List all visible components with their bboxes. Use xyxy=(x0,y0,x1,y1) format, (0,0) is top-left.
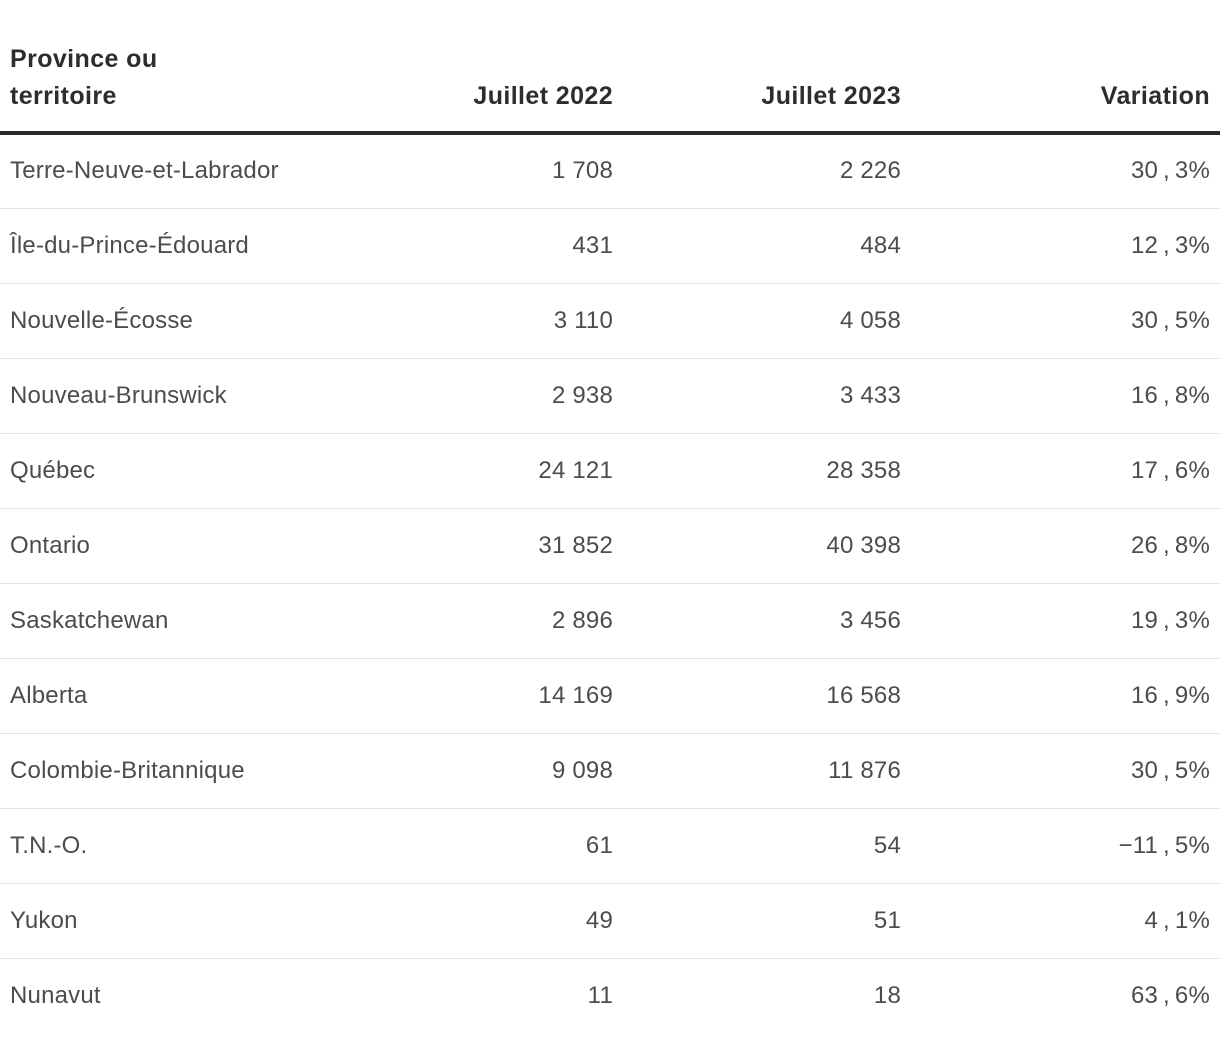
column-header-variation-label: Variation xyxy=(1100,82,1210,110)
cell-variation: 19 , 3% xyxy=(901,582,1220,658)
cell-juillet-2023: 28 358 xyxy=(613,432,901,508)
cell-variation: 26 , 8% xyxy=(901,507,1220,583)
header-row: Province ou territoire Juillet 2022 Juil… xyxy=(0,0,1220,135)
cell-juillet-2023: 2 226 xyxy=(839,157,901,185)
cell-province: Nunavut xyxy=(0,957,350,1033)
column-header-variation: Variation xyxy=(901,0,1220,135)
table-row: Nunavut 11 18 63 , 6% xyxy=(0,957,1220,1033)
cell-province: Yukon xyxy=(0,882,350,958)
cell-juillet-2022: 2 896 xyxy=(350,582,613,658)
cell-province: T.N.-O. xyxy=(0,807,350,883)
cell-juillet-2022: 24 121 xyxy=(350,432,613,508)
cell-juillet-2023: 51 xyxy=(613,882,901,958)
cell-province: Saskatchewan xyxy=(0,582,350,658)
cell-variation: −11 , 5% xyxy=(901,807,1220,883)
table-row: Ontario 31 852 40 398 26 , 8% xyxy=(0,507,1220,583)
table-row: Alberta 14 169 16 568 16 , 9% xyxy=(0,657,1220,733)
cell-juillet-2022: 9 098 xyxy=(350,732,613,808)
cell-juillet-2022: 11 xyxy=(350,957,613,1033)
cell-variation: 16 , 8% xyxy=(901,357,1220,433)
cell-juillet-2022: 2 938 xyxy=(350,357,613,433)
cell-variation: 30 , 5% xyxy=(901,282,1220,358)
cell-juillet-2023: 4 058 xyxy=(613,282,901,358)
cell-variation: 63 , 6% xyxy=(901,957,1220,1033)
cell-juillet-2023: 18 xyxy=(613,957,901,1033)
table-row: Colombie-Britannique 9 098 11 876 30 , 5… xyxy=(0,732,1220,808)
column-header-province: Province ou territoire xyxy=(0,0,350,135)
cell-juillet-2022: 31 852 xyxy=(350,507,613,583)
cell-juillet-2023: 40 398 xyxy=(613,507,901,583)
cell-province: Alberta xyxy=(0,657,350,733)
column-header-juillet-2022-label: Juillet 2022 xyxy=(473,82,613,110)
cell-variation: 4 , 1% xyxy=(901,882,1220,958)
cell-juillet-2023: 484 xyxy=(613,207,901,283)
cell-juillet-2023: 3 456 xyxy=(613,582,901,658)
cell-variation: 16 , 9% xyxy=(901,657,1220,733)
cell-juillet-2022: 1 708 xyxy=(551,157,613,185)
cell-juillet-2023: 16 568 xyxy=(613,657,901,733)
table-row: Québec 24 121 28 358 17 , 6% xyxy=(0,432,1220,508)
cell-province: Terre-Neuve-et-Labrador xyxy=(10,157,279,185)
cell-variation: 17 , 6% xyxy=(901,432,1220,508)
table-row: T.N.-O. 61 54 −11 , 5% xyxy=(0,807,1220,883)
cell-juillet-2022: 61 xyxy=(350,807,613,883)
column-header-juillet-2022: Juillet 2022 xyxy=(350,0,613,135)
cell-province: Île-du-Prince-Édouard xyxy=(0,207,350,283)
table-header: Province ou territoire Juillet 2022 Juil… xyxy=(0,0,1220,135)
cell-juillet-2022: 14 169 xyxy=(350,657,613,733)
cell-juillet-2023: 54 xyxy=(613,807,901,883)
cell-variation: 12 , 3% xyxy=(901,207,1220,283)
cell-juillet-2023: 3 433 xyxy=(613,357,901,433)
table-row: Nouvelle-Écosse 3 110 4 058 30 , 5% xyxy=(0,282,1220,358)
table-row: Terre-Neuve-et-Labrador 1 708 2 226 30 ,… xyxy=(0,133,1220,208)
cell-juillet-2022: 49 xyxy=(350,882,613,958)
column-header-juillet-2023: Juillet 2023 xyxy=(613,0,901,135)
cell-province: Colombie-Britannique xyxy=(0,732,350,808)
cell-juillet-2023: 11 876 xyxy=(613,732,901,808)
table-row: Île-du-Prince-Édouard 431 484 12 , 3% xyxy=(0,207,1220,283)
cell-province: Nouvelle-Écosse xyxy=(0,282,350,358)
column-header-juillet-2023-label: Juillet 2023 xyxy=(761,82,901,110)
cell-variation: 30 , 3% xyxy=(1130,157,1210,185)
table-body: Terre-Neuve-et-Labrador 1 708 2 226 30 ,… xyxy=(0,133,1220,1033)
cell-juillet-2022: 3 110 xyxy=(350,282,613,358)
cell-province: Ontario xyxy=(0,507,350,583)
cell-variation: 30 , 5% xyxy=(901,732,1220,808)
cell-province: Québec xyxy=(0,432,350,508)
provinces-data-table: Province ou territoire Juillet 2022 Juil… xyxy=(0,0,1220,1033)
cell-province: Nouveau-Brunswick xyxy=(0,357,350,433)
table-row: Yukon 49 51 4 , 1% xyxy=(0,882,1220,958)
column-header-province-label: Province ou territoire xyxy=(10,45,158,110)
table-row: Saskatchewan 2 896 3 456 19 , 3% xyxy=(0,582,1220,658)
cell-juillet-2022: 431 xyxy=(350,207,613,283)
table-row: Nouveau-Brunswick 2 938 3 433 16 , 8% xyxy=(0,357,1220,433)
